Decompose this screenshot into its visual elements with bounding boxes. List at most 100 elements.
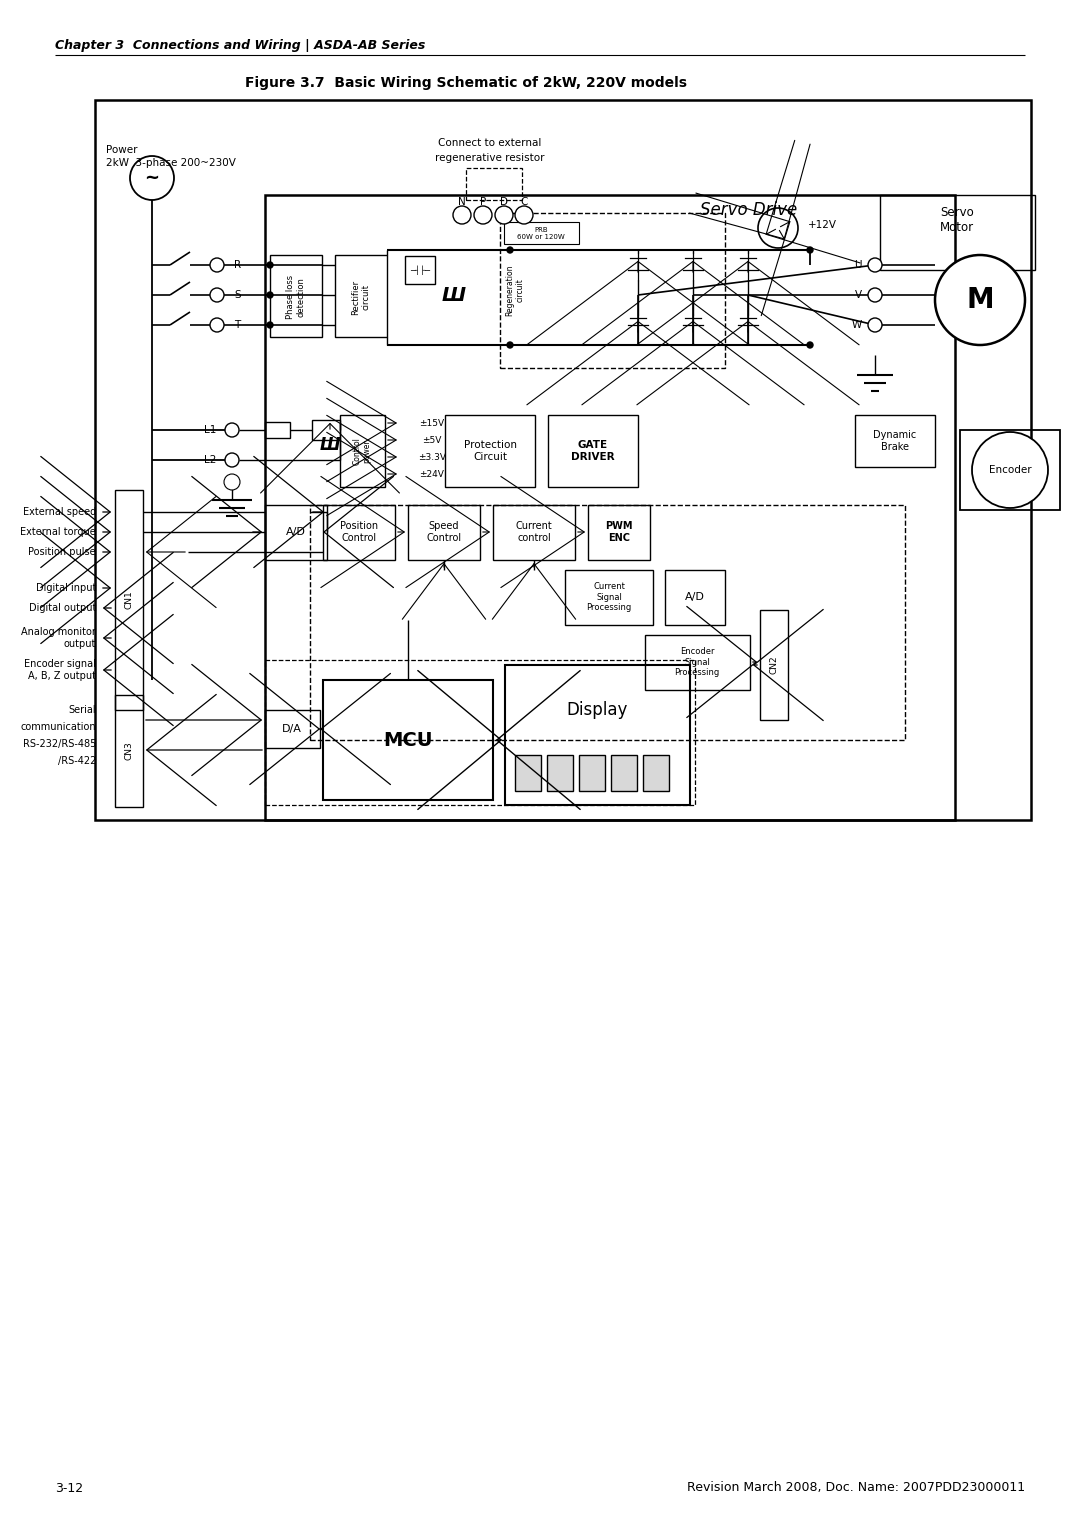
Text: D: D <box>500 197 508 206</box>
Text: /RS-422: /RS-422 <box>57 756 96 766</box>
Text: S: S <box>234 290 241 299</box>
Text: Encoder signal
A, B, Z output: Encoder signal A, B, Z output <box>24 659 96 681</box>
Bar <box>265 711 320 749</box>
Text: External torque: External torque <box>21 527 96 536</box>
Text: Speed
Control: Speed Control <box>427 521 461 542</box>
Text: Ш: Ш <box>320 435 340 454</box>
Text: W: W <box>852 319 862 330</box>
Text: C: C <box>521 197 528 206</box>
Text: T: T <box>234 319 240 330</box>
Text: Ш: Ш <box>442 286 467 304</box>
Circle shape <box>130 156 174 200</box>
Bar <box>645 636 750 691</box>
Bar <box>265 196 955 821</box>
Bar <box>548 416 638 487</box>
Circle shape <box>225 452 239 468</box>
Bar <box>312 420 340 440</box>
Bar <box>445 416 535 487</box>
Bar <box>960 429 1059 510</box>
Text: Current
Signal
Processing: Current Signal Processing <box>586 582 632 611</box>
Bar <box>546 755 573 792</box>
Text: PRB
60W or 120W: PRB 60W or 120W <box>517 226 565 240</box>
Circle shape <box>495 206 513 225</box>
Circle shape <box>868 258 882 272</box>
Text: ±24V: ±24V <box>419 469 445 478</box>
Text: A/D: A/D <box>685 591 705 602</box>
Text: Display: Display <box>566 701 627 720</box>
Bar <box>265 504 327 559</box>
Bar <box>760 610 788 720</box>
Text: M: M <box>967 286 994 313</box>
Circle shape <box>807 248 813 254</box>
Text: RS-232/RS-485: RS-232/RS-485 <box>23 740 96 749</box>
Bar <box>265 660 696 805</box>
Text: Digital output: Digital output <box>29 604 96 613</box>
Bar <box>855 416 935 468</box>
Bar <box>880 196 1035 270</box>
Bar <box>310 504 905 740</box>
Text: Position pulse: Position pulse <box>28 547 96 558</box>
Text: External speed: External speed <box>23 507 96 516</box>
Circle shape <box>972 432 1048 507</box>
Circle shape <box>474 206 492 225</box>
Text: CN3: CN3 <box>124 741 134 761</box>
Circle shape <box>758 208 798 248</box>
Bar <box>114 695 143 807</box>
Bar <box>335 255 387 338</box>
Text: Chapter 3  Connections and Wiring | ASDA-AB Series: Chapter 3 Connections and Wiring | ASDA-… <box>55 38 426 52</box>
Circle shape <box>868 318 882 332</box>
Text: Servo
Motor: Servo Motor <box>940 206 974 234</box>
Bar <box>465 168 522 200</box>
Text: ±5V: ±5V <box>422 435 442 445</box>
Circle shape <box>807 342 813 348</box>
Text: Digital input: Digital input <box>36 584 96 593</box>
Circle shape <box>267 322 273 329</box>
Text: 2kW  3-phase 200~230V: 2kW 3-phase 200~230V <box>106 157 235 168</box>
Text: P: P <box>480 197 486 206</box>
Text: ─┤├─: ─┤├─ <box>410 266 430 275</box>
Text: +12V: +12V <box>808 220 837 231</box>
Text: Servo Drive: Servo Drive <box>700 202 797 219</box>
Circle shape <box>210 318 224 332</box>
Circle shape <box>225 423 239 437</box>
Text: Analog monitor
output: Analog monitor output <box>22 626 96 649</box>
Text: Protection
Circuit: Protection Circuit <box>463 440 516 461</box>
Text: N: N <box>458 197 465 206</box>
Circle shape <box>507 248 513 254</box>
Circle shape <box>210 258 224 272</box>
Text: Regeneration
circuit: Regeneration circuit <box>505 264 525 316</box>
Circle shape <box>267 261 273 267</box>
Bar <box>323 504 395 559</box>
Bar <box>643 755 669 792</box>
Circle shape <box>507 342 513 348</box>
Text: Power: Power <box>106 145 137 154</box>
Text: U: U <box>854 260 862 270</box>
Text: D/A: D/A <box>282 724 302 733</box>
Bar <box>408 504 480 559</box>
Text: ~: ~ <box>145 170 160 186</box>
Text: MCU: MCU <box>383 730 433 750</box>
Bar <box>270 255 322 338</box>
Bar <box>565 570 653 625</box>
Bar <box>265 422 291 439</box>
Text: GATE
DRIVER: GATE DRIVER <box>571 440 615 461</box>
Text: Encoder
Signal
Processing: Encoder Signal Processing <box>674 646 719 677</box>
Circle shape <box>224 474 240 490</box>
Text: regenerative resistor: regenerative resistor <box>435 153 544 163</box>
Text: ±15V: ±15V <box>419 419 445 428</box>
Bar <box>665 570 725 625</box>
Text: Phase loss
detection: Phase loss detection <box>286 275 306 319</box>
Bar <box>500 212 725 368</box>
Text: CN1: CN1 <box>124 591 134 610</box>
Bar <box>588 504 650 559</box>
Bar <box>405 257 435 284</box>
Bar <box>515 755 541 792</box>
Circle shape <box>515 206 534 225</box>
Text: L1: L1 <box>204 425 216 435</box>
Text: communication: communication <box>21 723 96 732</box>
Circle shape <box>868 287 882 303</box>
Text: PWM
ENC: PWM ENC <box>605 521 633 542</box>
Text: Serial: Serial <box>68 704 96 715</box>
Text: Dynamic
Brake: Dynamic Brake <box>874 431 917 452</box>
Text: ±3.3V: ±3.3V <box>418 452 446 461</box>
